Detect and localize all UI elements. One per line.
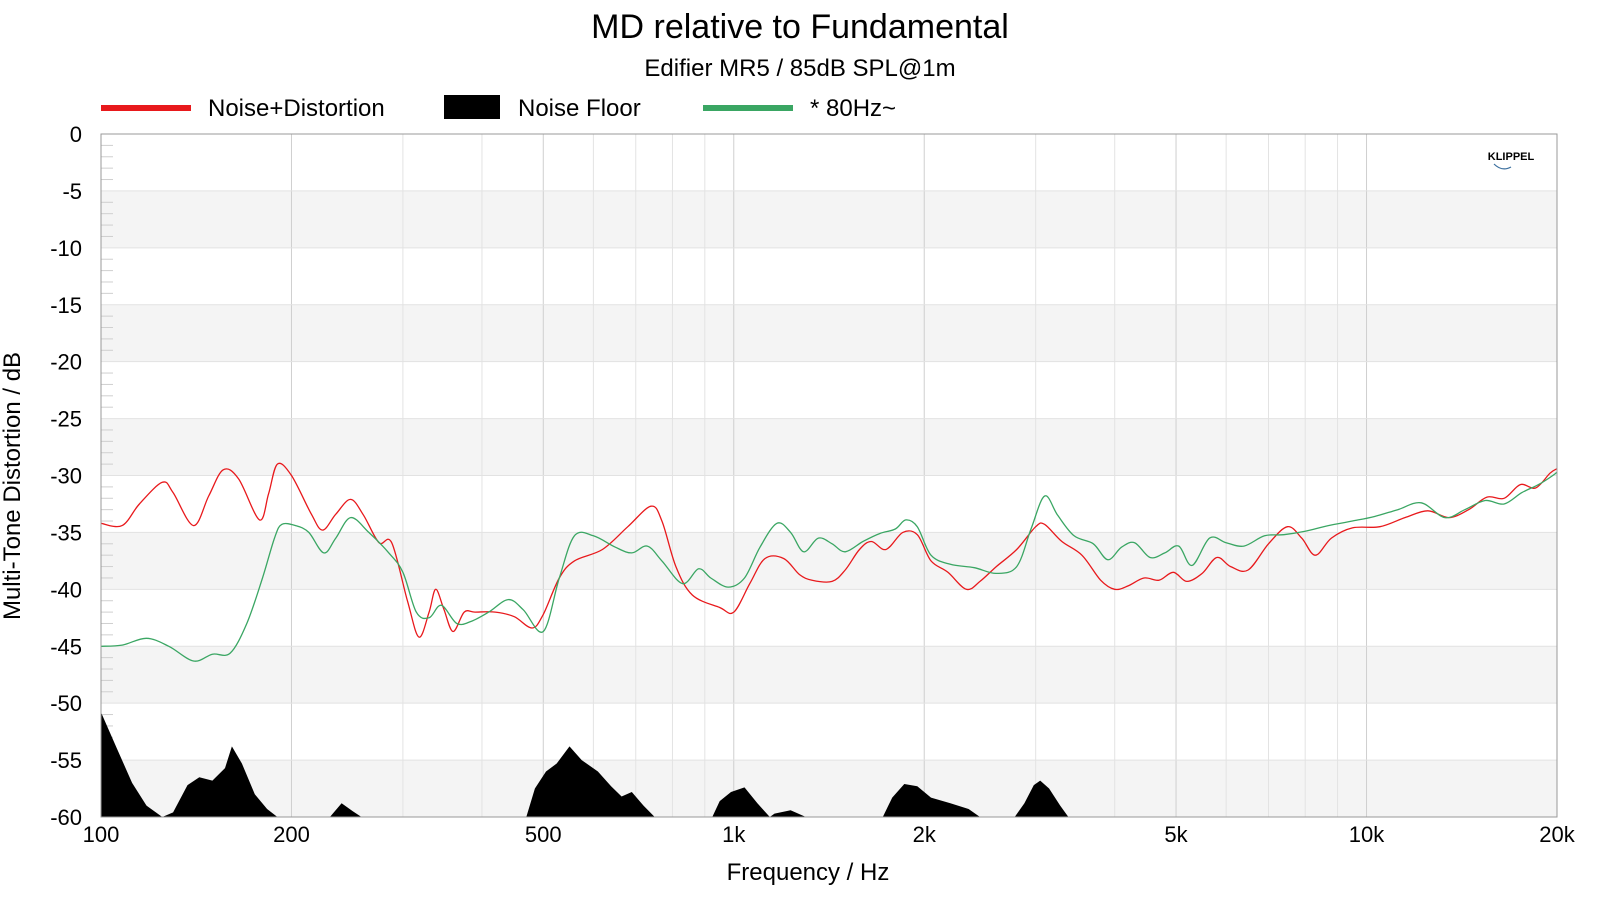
x-tick-label: 100 bbox=[83, 822, 120, 847]
grid bbox=[100, 133, 1558, 818]
x-tick-label: 10k bbox=[1349, 822, 1385, 847]
y-tick-label: 0 bbox=[70, 122, 82, 147]
chart-title: MD relative to Fundamental bbox=[591, 8, 1009, 46]
y-tick-label: -10 bbox=[50, 236, 82, 261]
series-layer bbox=[100, 462, 1558, 817]
legend-swatch bbox=[101, 105, 191, 111]
y-tick-label: -60 bbox=[50, 805, 82, 830]
y-tick-label: -5 bbox=[62, 179, 82, 204]
x-tick-label: 5k bbox=[1164, 822, 1188, 847]
klippel-logo-swoosh bbox=[1493, 163, 1512, 170]
background-band bbox=[101, 190, 1557, 248]
background-band bbox=[101, 532, 1557, 590]
series-line-80hz bbox=[100, 471, 1558, 662]
y-tick-label: -45 bbox=[50, 634, 82, 659]
y-tick-label: -50 bbox=[50, 691, 82, 716]
legend-label: * 80Hz~ bbox=[810, 95, 896, 122]
y-axis-label: Multi-Tone Distortion / dB bbox=[0, 352, 26, 620]
y-tick-label: -40 bbox=[50, 577, 82, 602]
x-tick-label: 20k bbox=[1539, 822, 1575, 847]
y-tick-label: -15 bbox=[50, 293, 82, 318]
chart-subtitle: Edifier MR5 / 85dB SPL@1m bbox=[644, 55, 955, 82]
x-tick-label: 1k bbox=[722, 822, 746, 847]
legend-label: Noise+Distortion bbox=[208, 95, 385, 122]
x-tick-label: 2k bbox=[913, 822, 937, 847]
background-band bbox=[101, 646, 1557, 704]
y-tick-label: -55 bbox=[50, 748, 82, 773]
x-axis-ticks: 100 200 500 1k 2k 5k 10k 20k bbox=[83, 822, 1576, 847]
plot-frame bbox=[100, 133, 1558, 818]
legend-swatch bbox=[703, 105, 793, 111]
legend-label: Noise Floor bbox=[518, 95, 641, 122]
legend: Noise+Distortion Noise Floor * 80Hz~ bbox=[101, 95, 896, 122]
background-bands bbox=[101, 190, 1557, 817]
y-tick-label: -20 bbox=[50, 350, 82, 375]
x-tick-label: 500 bbox=[525, 822, 562, 847]
y-axis-ticks: 0 -5 -10 -15 -20 -25 -30 -35 -40 -45 -50 -55 -60 bbox=[50, 122, 82, 830]
y-tick-label: -35 bbox=[50, 520, 82, 545]
y-tick-label: -25 bbox=[50, 407, 82, 432]
background-band bbox=[101, 304, 1557, 362]
y-tick-label: -30 bbox=[50, 464, 82, 489]
series-noise-floor-area bbox=[101, 712, 1069, 817]
background-band bbox=[101, 760, 1557, 817]
series-line-noise-distortion bbox=[100, 462, 1558, 638]
legend-swatch bbox=[444, 95, 500, 119]
x-axis-label: Frequency / Hz bbox=[727, 859, 890, 886]
x-tick-label: 200 bbox=[273, 822, 310, 847]
klippel-logo: KLIPPEL bbox=[1488, 151, 1535, 163]
background-band bbox=[101, 418, 1557, 476]
plot-area: KLIPPEL bbox=[100, 133, 1558, 818]
